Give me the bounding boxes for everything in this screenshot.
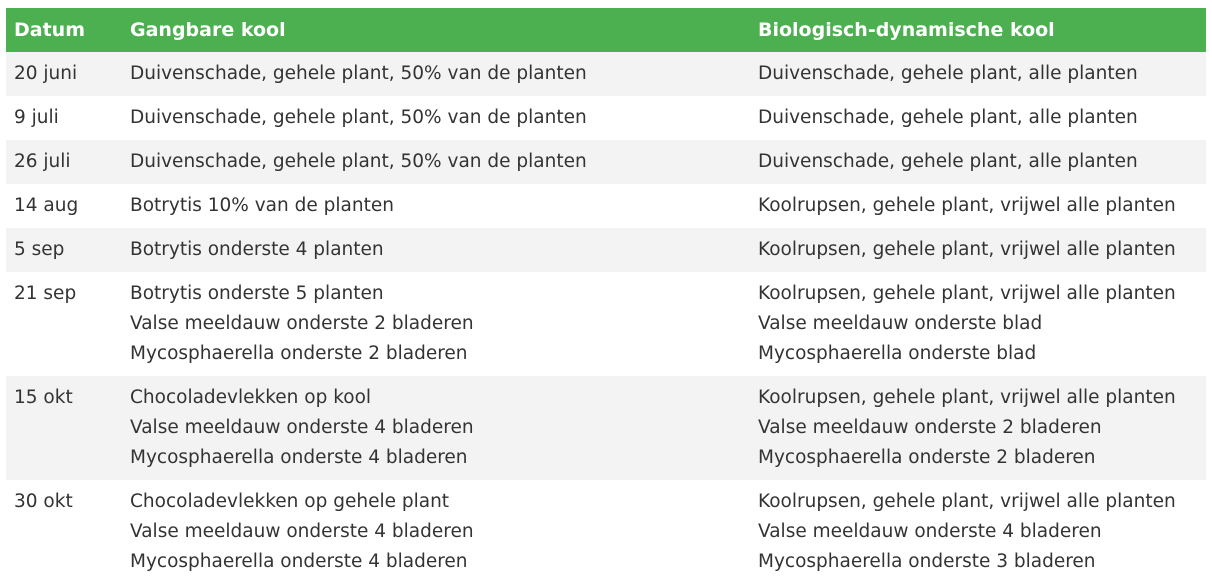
cell-biodynamic: Duivenschade, gehele plant, alle planten xyxy=(750,96,1206,140)
cell-conventional: Botrytis onderste 4 planten xyxy=(122,228,750,272)
header-biodynamic-cabbage: Biologisch-dynamische kool xyxy=(758,19,1055,41)
observation-line: Koolrupsen, gehele plant, vrijwel alle p… xyxy=(758,195,1176,216)
table-row: 5 sep Botrytis onderste 4 planten Koolrups… xyxy=(6,228,1206,272)
cell-conventional: Chocoladevlekken op gehele plant Valse me… xyxy=(122,480,750,584)
cell-date: 15 okt xyxy=(14,387,73,408)
observation-line: Mycosphaerella onderste 3 bladeren xyxy=(758,551,1096,572)
table-body: 20 juni Duivenschade, gehele plant, 50% v… xyxy=(6,52,1206,584)
cell-conventional: Duivenschade, gehele plant, 50% van de p… xyxy=(122,96,750,140)
observation-line: Botrytis 10% van de planten xyxy=(130,195,394,216)
observation-line: Duivenschade, gehele plant, alle planten xyxy=(758,151,1138,172)
cell-biodynamic: Koolrupsen, gehele plant, vrijwel alle p… xyxy=(750,272,1206,376)
observation-line: Botrytis onderste 4 planten xyxy=(130,239,384,260)
observation-line: Mycosphaerella onderste 2 bladeren xyxy=(758,447,1096,468)
cell-conventional: Duivenschade, gehele plant, 50% van de p… xyxy=(122,52,750,96)
observation-line: Mycosphaerella onderste blad xyxy=(758,343,1037,364)
cell-date: 9 juli xyxy=(14,107,59,128)
observation-line: Botrytis onderste 5 planten xyxy=(130,283,384,304)
disease-observation-table-container: Datum Gangbare kool Biologisch-dynamisch… xyxy=(6,8,1206,584)
observation-line: Koolrupsen, gehele plant, vrijwel alle p… xyxy=(758,239,1176,260)
observation-line: Valse meeldauw onderste 4 bladeren xyxy=(130,521,474,542)
table-row: 30 okt Chocoladevlekken op gehele plant Va… xyxy=(6,480,1206,584)
observation-line: Valse meeldauw onderste 4 bladeren xyxy=(758,521,1102,542)
observation-line: Duivenschade, gehele plant, 50% van de p… xyxy=(130,151,587,172)
observation-line: Duivenschade, gehele plant, 50% van de p… xyxy=(130,107,587,128)
table-row: 9 juli Duivenschade, gehele plant, 50% va… xyxy=(6,96,1206,140)
cell-biodynamic: Koolrupsen, gehele plant, vrijwel alle p… xyxy=(750,480,1206,584)
cell-conventional: Botrytis onderste 5 planten Valse meeldau… xyxy=(122,272,750,376)
cell-biodynamic: Duivenschade, gehele plant, alle planten xyxy=(750,140,1206,184)
observation-line: Duivenschade, gehele plant, 50% van de p… xyxy=(130,63,587,84)
cell-date: 14 aug xyxy=(14,195,79,216)
cell-date: 20 juni xyxy=(14,63,78,84)
cell-date: 30 okt xyxy=(14,491,73,512)
cell-biodynamic: Koolrupsen, gehele plant, vrijwel alle p… xyxy=(750,184,1206,228)
observation-line: Valse meeldauw onderste 4 bladeren xyxy=(130,417,474,438)
observation-line: Duivenschade, gehele plant, alle planten xyxy=(758,107,1138,128)
cell-date: 21 sep xyxy=(14,283,77,304)
observation-line: Mycosphaerella onderste 4 bladeren xyxy=(130,447,468,468)
observation-line: Chocoladevlekken op gehele plant xyxy=(130,491,450,512)
cell-conventional: Botrytis 10% van de planten xyxy=(122,184,750,228)
table-row: 20 juni Duivenschade, gehele plant, 50% v… xyxy=(6,52,1206,96)
observation-line: Duivenschade, gehele plant, alle planten xyxy=(758,63,1138,84)
table-row: 26 juli Duivenschade, gehele plant, 50% v… xyxy=(6,140,1206,184)
observation-line: Koolrupsen, gehele plant, vrijwel alle p… xyxy=(758,387,1176,408)
header-row: Datum Gangbare kool Biologisch-dynamisch… xyxy=(6,8,1206,52)
observation-line: Koolrupsen, gehele plant, vrijwel alle p… xyxy=(758,491,1176,512)
cell-conventional: Duivenschade, gehele plant, 50% van de p… xyxy=(122,140,750,184)
observation-line: Valse meeldauw onderste blad xyxy=(758,313,1043,334)
table-row: 21 sep Botrytis onderste 5 planten Valse m… xyxy=(6,272,1206,376)
disease-observation-table: Datum Gangbare kool Biologisch-dynamisch… xyxy=(6,8,1206,584)
table-row: 14 aug Botrytis 10% van de planten Koolrup… xyxy=(6,184,1206,228)
header-date: Datum xyxy=(14,19,85,41)
observation-line: Valse meeldauw onderste 2 bladeren xyxy=(130,313,474,334)
table-row: 15 okt Chocoladevlekken op kool Valse meel… xyxy=(6,376,1206,480)
observation-line: Mycosphaerella onderste 4 bladeren xyxy=(130,551,468,572)
cell-biodynamic: Koolrupsen, gehele plant, vrijwel alle p… xyxy=(750,228,1206,272)
observation-line: Chocoladevlekken op kool xyxy=(130,387,372,408)
observation-line: Koolrupsen, gehele plant, vrijwel alle p… xyxy=(758,283,1176,304)
cell-biodynamic: Duivenschade, gehele plant, alle planten xyxy=(750,52,1206,96)
cell-biodynamic: Koolrupsen, gehele plant, vrijwel alle p… xyxy=(750,376,1206,480)
cell-date: 26 juli xyxy=(14,151,71,172)
cell-date: 5 sep xyxy=(14,239,65,260)
observation-line: Mycosphaerella onderste 2 bladeren xyxy=(130,343,468,364)
cell-conventional: Chocoladevlekken op kool Valse meeldauw o… xyxy=(122,376,750,480)
table-header: Datum Gangbare kool Biologisch-dynamisch… xyxy=(6,8,1206,52)
header-conventional-cabbage: Gangbare kool xyxy=(130,19,286,41)
observation-line: Valse meeldauw onderste 2 bladeren xyxy=(758,417,1102,438)
